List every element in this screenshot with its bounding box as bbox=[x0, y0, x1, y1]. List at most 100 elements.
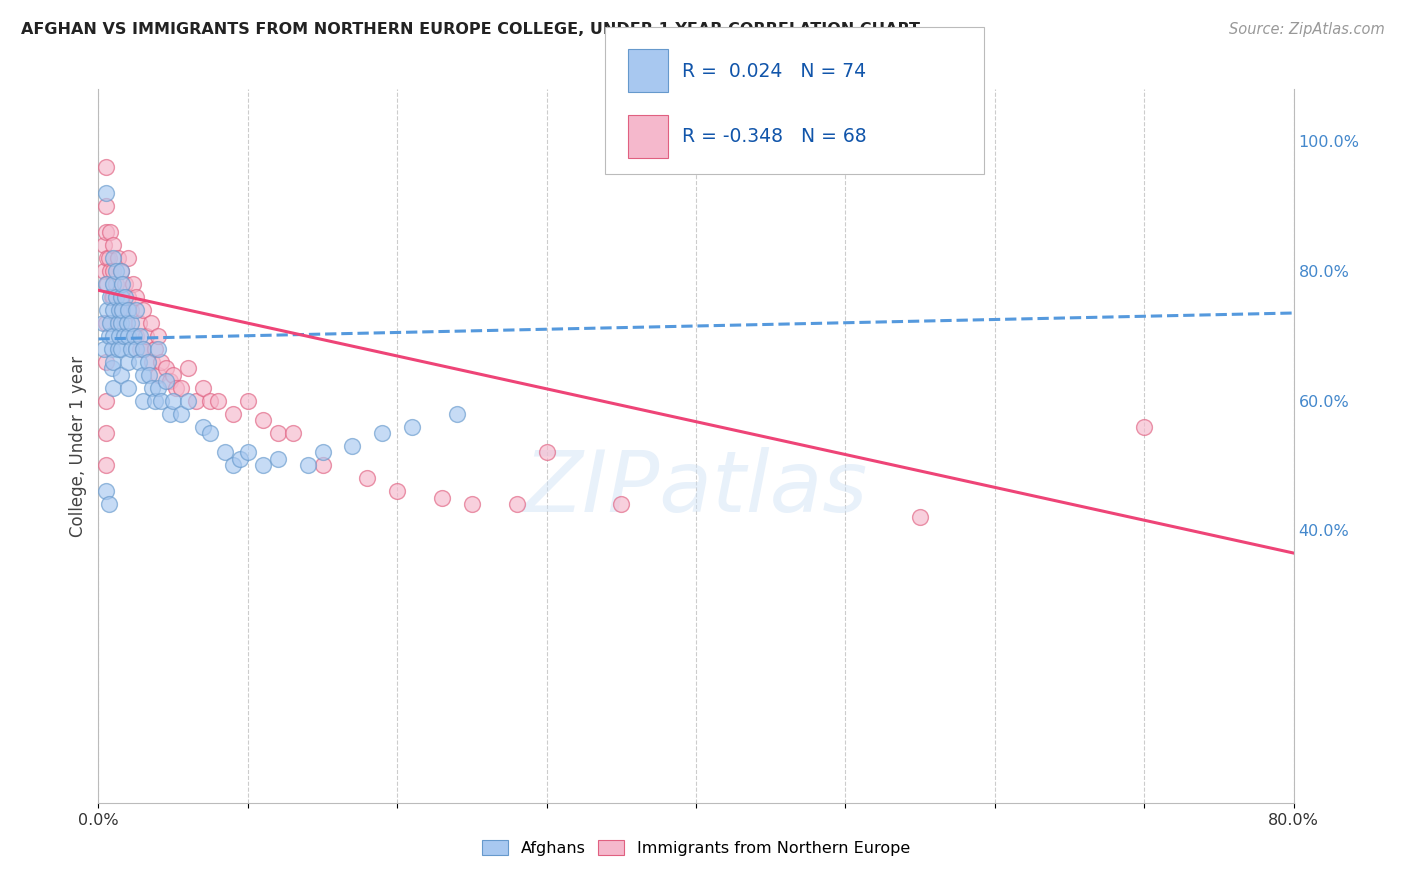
Point bbox=[108, 302, 131, 317]
Point bbox=[252, 413, 274, 427]
Point bbox=[356, 471, 378, 485]
Point bbox=[114, 277, 136, 291]
Point bbox=[103, 264, 125, 278]
Point bbox=[191, 419, 214, 434]
Text: AFGHAN VS IMMIGRANTS FROM NORTHERN EUROPE COLLEGE, UNDER 1 YEAR CORRELATION CHAR: AFGHAN VS IMMIGRANTS FROM NORTHERN EUROP… bbox=[21, 22, 920, 37]
Point bbox=[111, 302, 134, 317]
Point bbox=[98, 225, 122, 239]
Point bbox=[94, 186, 117, 200]
Point bbox=[1133, 419, 1156, 434]
Point bbox=[94, 199, 117, 213]
Point bbox=[536, 445, 558, 459]
Point bbox=[120, 316, 142, 330]
Point bbox=[342, 439, 364, 453]
Point bbox=[148, 368, 170, 382]
Point bbox=[110, 290, 132, 304]
Point bbox=[169, 381, 191, 395]
Point bbox=[207, 393, 229, 408]
Point bbox=[128, 316, 150, 330]
Point bbox=[908, 510, 931, 524]
Point bbox=[200, 393, 222, 408]
Point bbox=[103, 290, 125, 304]
Point bbox=[165, 381, 187, 395]
Point bbox=[222, 458, 245, 473]
Point bbox=[132, 342, 155, 356]
Point bbox=[610, 497, 633, 511]
Point bbox=[94, 484, 117, 499]
Point bbox=[191, 381, 214, 395]
Point bbox=[162, 393, 184, 408]
Point bbox=[103, 354, 125, 368]
Point bbox=[117, 251, 139, 265]
Point bbox=[111, 290, 134, 304]
Text: Source: ZipAtlas.com: Source: ZipAtlas.com bbox=[1229, 22, 1385, 37]
Point bbox=[117, 290, 139, 304]
Point bbox=[94, 393, 117, 408]
Point bbox=[155, 374, 177, 388]
Point bbox=[371, 425, 394, 440]
Point bbox=[125, 342, 148, 356]
Point bbox=[169, 407, 191, 421]
Point bbox=[105, 290, 128, 304]
Point bbox=[112, 316, 135, 330]
Point bbox=[159, 374, 181, 388]
Point bbox=[97, 251, 120, 265]
Point bbox=[222, 407, 245, 421]
Point bbox=[385, 484, 409, 499]
Point bbox=[115, 316, 138, 330]
Point bbox=[138, 368, 160, 382]
Point bbox=[155, 361, 177, 376]
Point bbox=[125, 328, 148, 343]
Point bbox=[148, 342, 170, 356]
Point bbox=[117, 328, 139, 343]
Point bbox=[107, 342, 129, 356]
Point bbox=[93, 238, 115, 252]
Point bbox=[101, 290, 124, 304]
Point bbox=[96, 302, 118, 317]
Point bbox=[110, 316, 132, 330]
Point bbox=[93, 342, 115, 356]
Point bbox=[143, 393, 166, 408]
Point bbox=[110, 264, 132, 278]
Point bbox=[267, 452, 290, 467]
Point bbox=[120, 342, 142, 356]
Point bbox=[143, 342, 166, 356]
Point bbox=[110, 368, 132, 382]
Point bbox=[114, 290, 136, 304]
Point bbox=[110, 342, 132, 356]
Text: ZIPatlas: ZIPatlas bbox=[524, 447, 868, 531]
Point bbox=[117, 302, 139, 317]
Point bbox=[120, 302, 142, 317]
Point bbox=[94, 225, 117, 239]
Point bbox=[162, 368, 184, 382]
Point bbox=[105, 264, 128, 278]
Point bbox=[132, 342, 155, 356]
Point bbox=[136, 354, 159, 368]
Point bbox=[141, 381, 163, 395]
Point bbox=[103, 251, 125, 265]
Point bbox=[236, 393, 259, 408]
Point bbox=[103, 381, 125, 395]
Point bbox=[96, 277, 118, 291]
Point bbox=[177, 361, 200, 376]
Point bbox=[311, 445, 333, 459]
Point bbox=[125, 290, 148, 304]
Point bbox=[132, 393, 155, 408]
Point bbox=[252, 458, 274, 473]
Point bbox=[267, 425, 290, 440]
Point bbox=[125, 302, 148, 317]
Point bbox=[150, 354, 173, 368]
Point bbox=[94, 277, 117, 291]
Point bbox=[97, 497, 120, 511]
Point bbox=[94, 425, 117, 440]
Point bbox=[103, 328, 125, 343]
Point bbox=[297, 458, 319, 473]
Point bbox=[236, 445, 259, 459]
Point bbox=[93, 264, 115, 278]
Text: R =  0.024   N = 74: R = 0.024 N = 74 bbox=[682, 62, 866, 81]
Point bbox=[141, 354, 163, 368]
Point bbox=[129, 328, 152, 343]
Point bbox=[281, 425, 304, 440]
Point bbox=[177, 393, 200, 408]
Point bbox=[135, 328, 157, 343]
